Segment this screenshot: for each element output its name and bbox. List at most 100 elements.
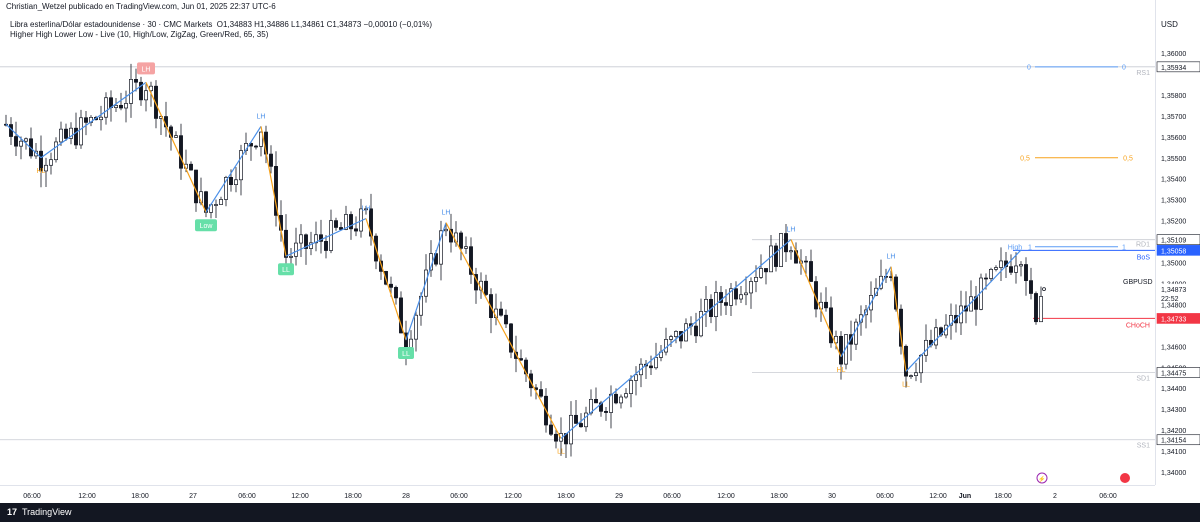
candle-body <box>274 166 278 216</box>
candle-body <box>204 191 208 213</box>
candle-body <box>314 234 318 244</box>
candle-body <box>224 176 228 200</box>
price-tick: 1,35000 <box>1161 261 1186 268</box>
candle-body <box>789 250 793 253</box>
zigzag-segment <box>365 218 407 341</box>
symbol-title[interactable]: Libra esterlina/Dólar estadounidense · 3… <box>10 20 213 29</box>
candles <box>4 63 1043 459</box>
published-header: Christian_Wetzel publicado en TradingVie… <box>6 2 276 11</box>
price-badge-label: 1,34873 <box>1161 287 1186 294</box>
price-tick: 1,35300 <box>1161 198 1186 205</box>
candle-body <box>369 208 373 237</box>
us-flag-icon <box>1120 473 1130 483</box>
zigzag-segment <box>445 222 562 439</box>
price-badge <box>1156 61 1200 73</box>
candle-body <box>724 302 728 306</box>
candle-body <box>804 260 808 263</box>
candle-body <box>14 136 18 147</box>
candle-body <box>734 288 738 300</box>
zigzag-segment <box>405 222 447 341</box>
price-badge <box>1156 434 1200 446</box>
candle-body <box>744 292 748 296</box>
candle-body <box>1034 293 1038 323</box>
lh-badge-label: LH <box>142 66 151 73</box>
price-chart[interactable]: RS1 RD1 SD1 SS1 BoS CHoCH 0 0 0,5 0,5 1 1 High HL LH Lo… <box>0 14 1155 485</box>
candle-body <box>769 245 773 273</box>
indicator-title[interactable]: Higher High Lower Low - Live (10, High/L… <box>10 30 269 39</box>
candle-body <box>414 314 418 340</box>
candle-body <box>539 389 543 397</box>
candle-body <box>779 233 783 267</box>
candle-body <box>839 335 843 365</box>
pivot-bottom-label: HL <box>837 367 846 374</box>
candle-body <box>54 141 58 161</box>
rs1-label: RS1 <box>1136 70 1150 77</box>
candle-body <box>1009 266 1013 273</box>
candle-body <box>514 351 518 359</box>
time-axis[interactable]: 06:00 12:00 18:00 27 06:00 12:00 18:00 28 06:00 1… <box>0 485 1155 503</box>
candle-body <box>179 135 183 169</box>
time-tick: 18:00 <box>131 493 149 500</box>
symbol-label: GBPUSD <box>1123 279 1153 286</box>
pivot-top-label: LH <box>257 113 266 120</box>
candle-body <box>609 393 613 413</box>
price-tick: 1,35800 <box>1161 93 1186 100</box>
candle-body <box>259 131 263 147</box>
candle-body <box>774 245 778 267</box>
price-badge-label: 1,34733 <box>1161 316 1186 323</box>
candle-body <box>304 234 308 249</box>
candle-body <box>674 331 678 337</box>
price-tick: 1,34000 <box>1161 470 1186 477</box>
candle-body <box>909 375 913 377</box>
candle-body <box>59 128 63 143</box>
candle-body <box>934 327 938 346</box>
candle-body <box>989 268 993 279</box>
time-tick: 06:00 <box>663 493 681 500</box>
candle-body <box>254 145 258 148</box>
fib-1-left-label: 1 <box>1028 244 1032 251</box>
candle-body <box>729 288 733 306</box>
pivot-top-label: LH <box>787 226 796 233</box>
candle-body <box>519 358 523 361</box>
tradingview-logo-icon: 17 <box>7 507 18 517</box>
candle-body <box>844 334 848 365</box>
time-tick: 06:00 <box>238 493 256 500</box>
pivot-top-label: LH <box>442 210 451 217</box>
candle-body <box>719 292 723 303</box>
candle-body <box>44 164 48 172</box>
candle-body <box>229 176 233 185</box>
candle-body <box>619 396 623 404</box>
candle-body <box>594 399 598 404</box>
choch-label: CHoCH <box>1126 322 1150 329</box>
zigzag-segment <box>285 217 367 257</box>
price-badge-label: 1,34154 <box>1161 438 1186 445</box>
chart-plot-area[interactable]: RS1 RD1 SD1 SS1 BoS CHoCH 0 0 0,5 0,5 1 1 High HL LH Lo… <box>0 14 1155 485</box>
candle-body <box>354 228 358 232</box>
candle-body <box>504 314 508 325</box>
candle-body <box>344 214 348 230</box>
zigzag-segment <box>890 266 907 372</box>
candle-body <box>664 339 668 353</box>
fib-0-left-label: 0 <box>1027 64 1031 71</box>
candle-body <box>809 261 813 282</box>
candle-body <box>699 311 703 337</box>
candle-body <box>194 169 198 204</box>
candle-body <box>684 323 688 342</box>
candle-body <box>604 410 608 413</box>
time-tick: 12:00 <box>929 493 947 500</box>
time-tick: 12:00 <box>291 493 309 500</box>
time-tick: Jun <box>959 493 971 500</box>
price-badge-label: 1,34475 <box>1161 370 1186 377</box>
high-label: High <box>1008 244 1023 251</box>
price-badge-label: 1,35109 <box>1161 238 1186 245</box>
candle-body <box>289 255 293 258</box>
candle-body <box>364 208 368 211</box>
candle-body <box>499 308 503 316</box>
price-tick: 1,34800 <box>1161 302 1186 309</box>
sd1-label: SD1 <box>1136 375 1150 382</box>
zigzag-segment <box>840 266 892 358</box>
candle-body <box>84 117 88 123</box>
candle-body <box>624 393 628 398</box>
price-axis[interactable]: 1,36000 1,35800 1,35700 1,35600 1,35500 1,354… <box>1123 0 1200 485</box>
candle-body <box>139 81 143 101</box>
